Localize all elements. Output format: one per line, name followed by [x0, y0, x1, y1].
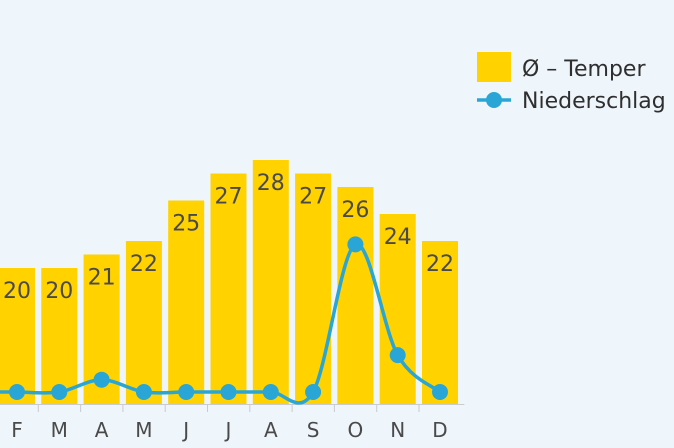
temperature-bar-label-9: 26	[341, 198, 369, 223]
precipitation-point-8	[305, 384, 322, 400]
temperature-bar-label-2: 20	[45, 279, 73, 304]
temperature-bar-label-1: 20	[3, 279, 31, 304]
x-tick-label-4: M	[135, 418, 152, 442]
precipitation-point-3	[93, 371, 110, 388]
x-tick-label-7: A	[264, 418, 278, 442]
precipitation-point-7	[262, 384, 279, 400]
precipitation-point-6	[220, 384, 237, 400]
x-tick-label-3: A	[95, 418, 109, 442]
x-tick-label-1: F	[11, 418, 23, 442]
temperature-bar-label-10: 24	[384, 225, 412, 250]
x-tick-label-11: D	[432, 418, 447, 442]
x-tick-label-9: O	[348, 418, 364, 442]
precipitation-point-10	[389, 347, 406, 364]
temperature-bar-label-3: 21	[88, 266, 116, 291]
x-tick-label-5: J	[181, 418, 189, 442]
precipitation-point-1	[9, 384, 25, 400]
temperature-bar-label-5: 25	[172, 212, 200, 237]
x-tick-label-2: M	[51, 418, 68, 442]
precipitation-point-11	[432, 384, 448, 400]
legend-marker-precipitation	[486, 92, 502, 108]
temperature-bar-label-6: 27	[215, 185, 243, 210]
temperature-bar-label-4: 22	[130, 252, 158, 277]
legend-label-temperature: Ø – Temper	[522, 57, 646, 82]
precipitation-point-5	[178, 384, 195, 400]
temperature-bar-label-8: 27	[299, 185, 327, 210]
temperature-bar-11	[422, 241, 458, 404]
temperature-bar-4	[125, 241, 162, 404]
temperature-bar-8	[295, 173, 332, 404]
temperature-bar-label-7: 28	[257, 171, 285, 196]
temperature-bar-1	[0, 268, 35, 404]
x-tick-label-8: S	[307, 418, 320, 442]
temperature-bar-7	[252, 160, 289, 404]
precipitation-point-4	[135, 384, 152, 400]
x-tick-label-10: N	[390, 418, 405, 442]
legend-swatch-temperature	[477, 52, 511, 82]
legend-label-precipitation: Niederschlag	[522, 89, 666, 114]
temperature-bar-label-11: 22	[426, 252, 454, 277]
temperature-bar-9	[337, 187, 374, 404]
x-tick-label-6: J	[224, 418, 232, 442]
temperature-bar-6	[210, 173, 247, 404]
temperature-bar-5	[168, 200, 205, 404]
precipitation-point-9	[347, 236, 364, 253]
precipitation-point-2	[51, 384, 68, 400]
temperature-bar-2	[41, 268, 78, 404]
